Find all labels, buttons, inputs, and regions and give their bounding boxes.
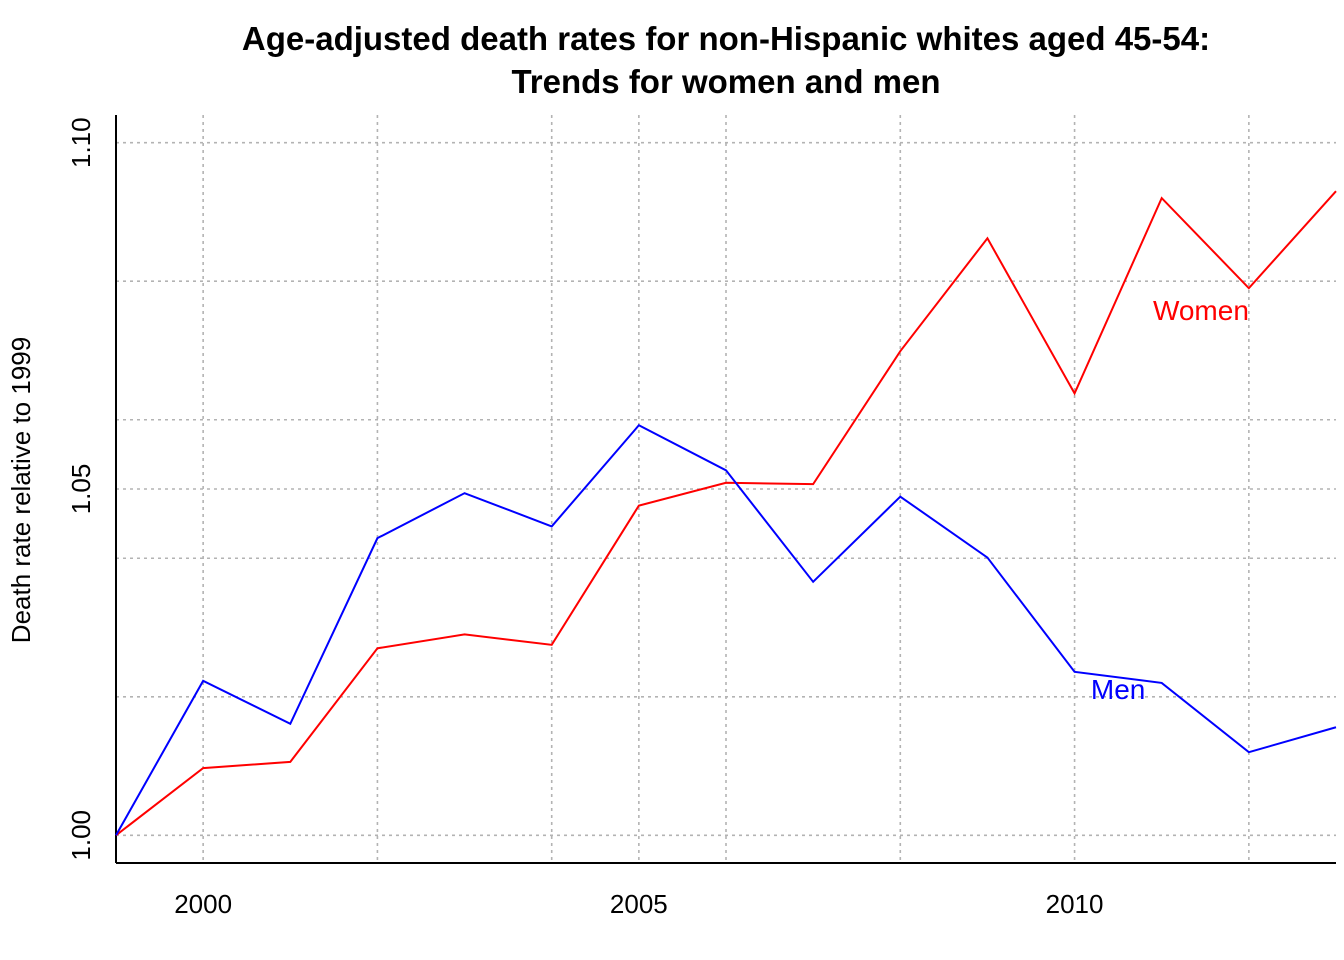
series-line-men xyxy=(115,424,1337,836)
series-label-women: Women xyxy=(1153,295,1249,326)
series-labels: Women Men xyxy=(1091,295,1249,705)
chart-subtitle: Trends for women and men xyxy=(511,63,940,100)
series-line-women xyxy=(115,190,1337,837)
y-axis-label: Death rate relative to 1999 xyxy=(6,337,36,643)
grid xyxy=(116,115,1336,863)
x-tick-label: 2010 xyxy=(1046,889,1104,919)
series-label-men: Men xyxy=(1091,674,1145,705)
y-tick-label: 1.05 xyxy=(66,464,96,515)
y-tick-label: 1.00 xyxy=(66,810,96,861)
series-lines xyxy=(115,190,1337,837)
x-tick-label: 2005 xyxy=(610,889,668,919)
y-tick-label: 1.10 xyxy=(66,117,96,168)
axes: 2000 2005 2010 1.00 1.05 1.10 xyxy=(66,115,1336,919)
x-tick-label: 2000 xyxy=(174,889,232,919)
chart-title: Age-adjusted death rates for non-Hispani… xyxy=(242,20,1210,57)
